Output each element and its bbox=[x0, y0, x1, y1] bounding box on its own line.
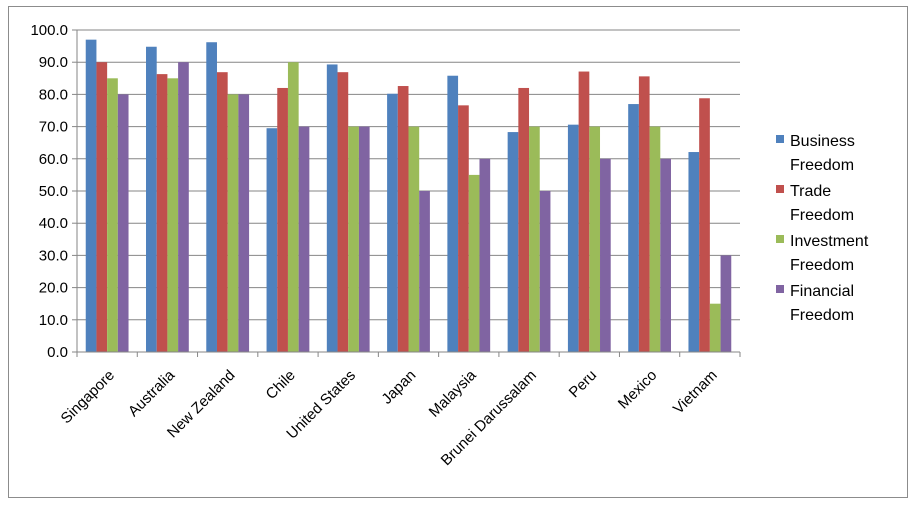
bar-trade-freedom-malaysia bbox=[458, 105, 469, 353]
bar-business-freedom-singapore bbox=[85, 39, 97, 352]
legend-swatch-trade-freedom bbox=[776, 185, 784, 193]
bar-trade-freedom-japan bbox=[397, 86, 409, 352]
bar-business-freedom-new-zealand bbox=[206, 42, 217, 353]
bar-financial-freedom-brunei-darussalam bbox=[539, 191, 551, 352]
bar-financial-freedom-vietnam bbox=[720, 255, 732, 352]
legend-swatch-business-freedom bbox=[776, 135, 784, 143]
y-tick-label: 0.0 bbox=[47, 344, 68, 361]
bar-business-freedom-peru bbox=[567, 124, 579, 352]
axes bbox=[72, 29, 741, 357]
bar-business-freedom-australia bbox=[146, 46, 157, 353]
bar-business-freedom-mexico bbox=[628, 104, 639, 352]
bar-financial-freedom-malaysia bbox=[479, 158, 491, 352]
legend-label-trade-freedom: Freedom bbox=[790, 207, 854, 224]
bar-trade-freedom-mexico bbox=[638, 76, 650, 353]
legend-label-investment-freedom: Investment bbox=[790, 233, 869, 250]
bar-financial-freedom-united-states bbox=[358, 126, 370, 352]
legend-label-business-freedom: Business bbox=[790, 133, 855, 150]
bar-investment-freedom-chile bbox=[287, 62, 299, 352]
bar-trade-freedom-chile bbox=[277, 87, 288, 353]
bar-business-freedom-brunei-darussalam bbox=[507, 132, 519, 352]
y-tick-label: 10.0 bbox=[39, 312, 68, 329]
bar-financial-freedom-peru bbox=[600, 158, 611, 352]
x-tick-label: Japan bbox=[378, 367, 419, 408]
legend-label-investment-freedom: Freedom bbox=[790, 257, 854, 274]
bar-financial-freedom-mexico bbox=[660, 158, 671, 352]
legend-label-business-freedom: Freedom bbox=[790, 157, 854, 174]
bar-financial-freedom-japan bbox=[419, 191, 430, 352]
bar-business-freedom-malaysia bbox=[447, 75, 459, 352]
x-tick-label: Vietnam bbox=[670, 367, 721, 418]
bar-trade-freedom-new-zealand bbox=[216, 72, 228, 352]
bars bbox=[85, 39, 732, 353]
x-tick-label: Singapore bbox=[58, 367, 118, 427]
bar-financial-freedom-new-zealand bbox=[238, 94, 250, 353]
bar-trade-freedom-united-states bbox=[337, 72, 349, 352]
y-tick-label: 90.0 bbox=[39, 54, 68, 71]
legend-swatch-financial-freedom bbox=[776, 285, 784, 293]
bar-trade-freedom-peru bbox=[578, 71, 590, 353]
x-tick-label: Chile bbox=[263, 367, 299, 403]
bar-investment-freedom-brunei-darussalam bbox=[529, 126, 540, 352]
y-tick-label: 40.0 bbox=[39, 215, 68, 232]
bar-investment-freedom-singapore bbox=[107, 78, 118, 353]
x-tick-label: Malaysia bbox=[426, 366, 480, 420]
x-tick-label: Peru bbox=[566, 367, 600, 401]
legend: Business Freedom Trade Freedom Investment Fre… bbox=[776, 133, 869, 324]
y-tick-label: 60.0 bbox=[39, 151, 68, 168]
bar-business-freedom-united-states bbox=[326, 64, 338, 352]
bar-financial-freedom-singapore bbox=[117, 94, 129, 353]
bar-trade-freedom-brunei-darussalam bbox=[518, 87, 530, 353]
bar-trade-freedom-vietnam bbox=[699, 98, 710, 352]
legend-label-financial-freedom: Financial bbox=[790, 283, 854, 300]
bar-business-freedom-vietnam bbox=[688, 152, 700, 352]
bar-investment-freedom-malaysia bbox=[468, 174, 480, 352]
bar-investment-freedom-australia bbox=[167, 78, 179, 353]
bar-financial-freedom-australia bbox=[178, 62, 189, 352]
x-tick-label: Mexico bbox=[615, 367, 661, 413]
bar-investment-freedom-mexico bbox=[649, 126, 661, 352]
y-tick-label: 20.0 bbox=[39, 280, 68, 297]
y-tick-label: 70.0 bbox=[39, 119, 68, 136]
legend-label-trade-freedom: Trade bbox=[790, 183, 831, 200]
x-tick-label: Australia bbox=[125, 366, 179, 420]
y-tick-label: 80.0 bbox=[39, 86, 68, 103]
bar-investment-freedom-vietnam bbox=[709, 303, 721, 352]
bar-investment-freedom-peru bbox=[589, 126, 601, 352]
bar-business-freedom-japan bbox=[387, 93, 398, 353]
y-tick-label: 30.0 bbox=[39, 247, 68, 264]
y-tick-labels: 0.0 10.0 20.0 30.0 40.0 50.0 60.0 70.0 80.0 90.0 1… bbox=[30, 22, 68, 361]
legend-label-financial-freedom: Freedom bbox=[790, 307, 854, 324]
bar-investment-freedom-japan bbox=[408, 126, 420, 352]
bar-financial-freedom-chile bbox=[298, 126, 310, 352]
legend-swatch-investment-freedom bbox=[776, 235, 784, 243]
bar-investment-freedom-new-zealand bbox=[227, 94, 239, 353]
y-tick-label: 50.0 bbox=[39, 183, 68, 200]
bar-investment-freedom-united-states bbox=[348, 126, 359, 352]
bar-business-freedom-chile bbox=[266, 128, 278, 352]
y-tick-label: 100.0 bbox=[30, 22, 68, 39]
bar-trade-freedom-singapore bbox=[96, 62, 108, 352]
bar-trade-freedom-australia bbox=[156, 74, 168, 352]
